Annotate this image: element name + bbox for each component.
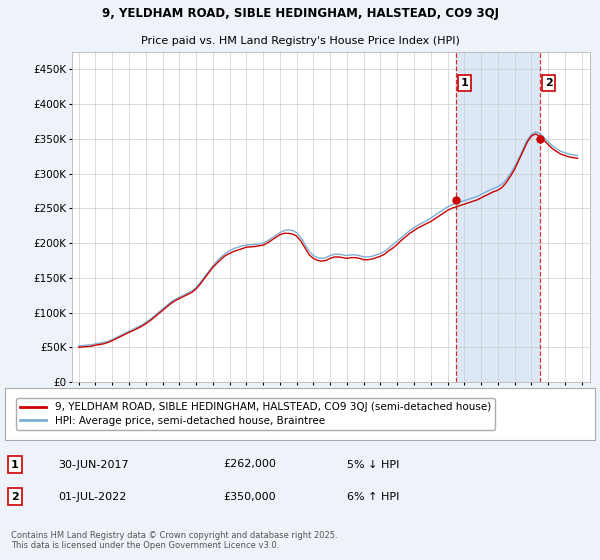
Text: 9, YELDHAM ROAD, SIBLE HEDINGHAM, HALSTEAD, CO9 3QJ: 9, YELDHAM ROAD, SIBLE HEDINGHAM, HALSTE… [101, 7, 499, 20]
Text: 01-JUL-2022: 01-JUL-2022 [58, 492, 127, 502]
Text: £262,000: £262,000 [223, 460, 276, 469]
Text: Price paid vs. HM Land Registry's House Price Index (HPI): Price paid vs. HM Land Registry's House … [140, 36, 460, 46]
Text: 1: 1 [11, 460, 19, 469]
Text: £350,000: £350,000 [223, 492, 276, 502]
Text: Contains HM Land Registry data © Crown copyright and database right 2025.
This d: Contains HM Land Registry data © Crown c… [11, 531, 338, 550]
Text: 2: 2 [11, 492, 19, 502]
Text: 2: 2 [545, 78, 553, 88]
Legend: 9, YELDHAM ROAD, SIBLE HEDINGHAM, HALSTEAD, CO9 3QJ (semi-detached house), HPI: : 9, YELDHAM ROAD, SIBLE HEDINGHAM, HALSTE… [16, 398, 495, 430]
Text: 1: 1 [461, 78, 469, 88]
Text: 6% ↑ HPI: 6% ↑ HPI [347, 492, 400, 502]
Text: 5% ↓ HPI: 5% ↓ HPI [347, 460, 400, 469]
Text: 30-JUN-2017: 30-JUN-2017 [58, 460, 129, 469]
Bar [456, 52, 540, 382]
